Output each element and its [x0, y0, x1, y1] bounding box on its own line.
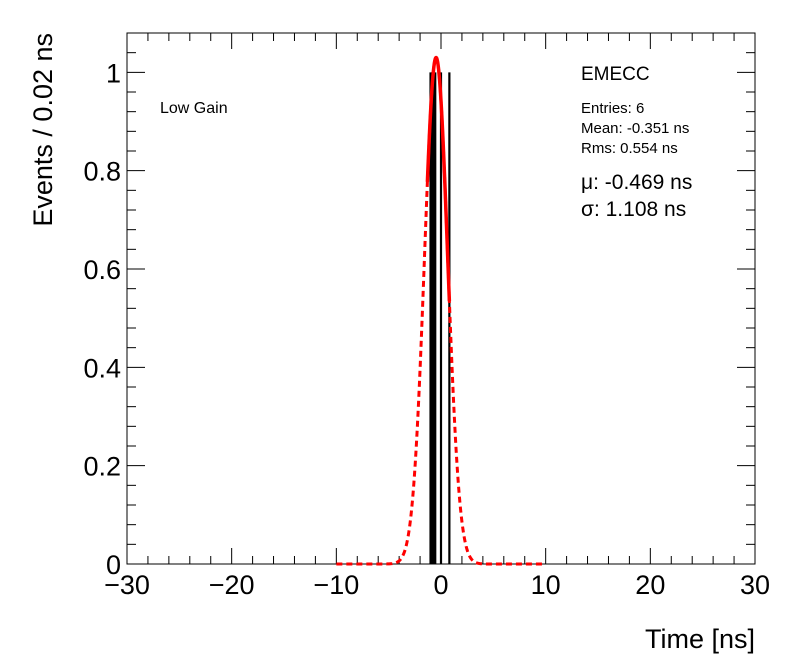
stats-rms: Rms: 0.554 ns — [581, 140, 678, 157]
y-tick-label: 0.2 — [83, 452, 121, 482]
fit-mu-label: μ: -0.469 ns — [581, 171, 692, 194]
axis-ticks — [126, 32, 756, 565]
y-tick-label: 0 — [106, 550, 121, 580]
x-tick-label: 0 — [433, 570, 448, 600]
y-tick-label: 0.4 — [83, 353, 121, 383]
fit-curve-solid — [425, 55, 452, 302]
gaussian-fit-curve — [336, 55, 546, 566]
detector-label: EMECC — [581, 64, 650, 85]
x-tick-label: −10 — [313, 570, 359, 600]
low-gain-label: Low Gain — [160, 100, 228, 117]
y-axis-title: Events / 0.02 ns — [28, 33, 58, 227]
x-tick-label: 30 — [740, 570, 770, 600]
histogram-bars — [429, 72, 451, 564]
y-tick-label: 0.6 — [83, 255, 121, 285]
x-tick-label: −20 — [209, 570, 255, 600]
x-tick-label: 10 — [531, 570, 561, 600]
x-axis-title: Time [ns] — [645, 624, 755, 654]
x-tick-label: −30 — [104, 570, 150, 600]
y-tick-label: 0.8 — [83, 157, 121, 187]
x-tick-label: 20 — [635, 570, 665, 600]
y-tick-label: 1 — [106, 58, 121, 88]
stats-mean: Mean: -0.351 ns — [581, 120, 689, 137]
stats-entries: Entries: 6 — [581, 100, 644, 117]
y-tick-labels: 0 0.2 0.4 0.6 0.8 1 — [83, 58, 121, 580]
x-tick-labels: −30 −20 −10 0 10 20 30 — [104, 570, 770, 600]
fit-sigma-label: σ: 1.108 ns — [581, 198, 686, 221]
